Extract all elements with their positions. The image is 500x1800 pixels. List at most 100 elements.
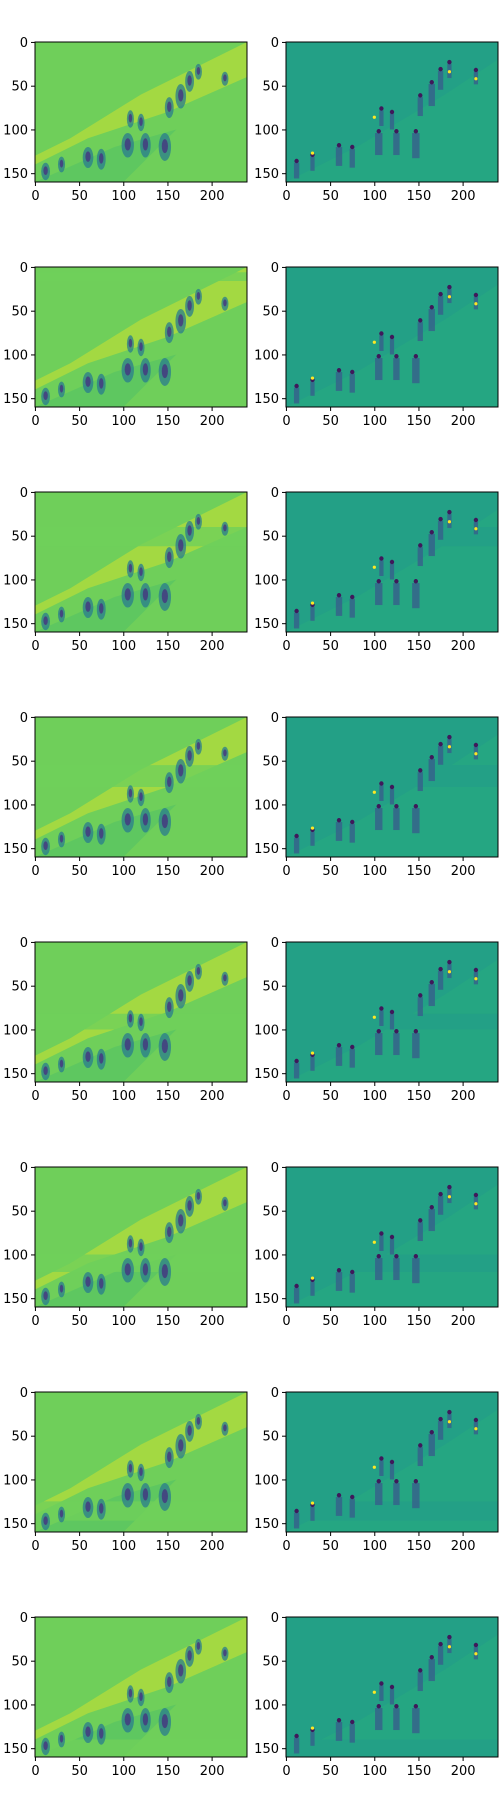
right-x-tick-label: 150 [407, 864, 432, 879]
left-x-tick-label: 100 [111, 864, 136, 879]
left-y-tick-label: 50 [11, 1655, 28, 1670]
left-x-tick-label: 50 [71, 1314, 88, 1329]
right-y-tick-label: 150 [254, 392, 279, 407]
right-x-tick-label: 200 [451, 1314, 476, 1329]
left-y-tick-label: 50 [11, 755, 28, 770]
left-y-tick-label: 100 [3, 1248, 28, 1263]
reconstruction-panel-left: 0 50 100 150 200 0 50 100 150 [3, 936, 248, 1104]
right-y-tick-label: 50 [262, 305, 279, 320]
right-x-tick-label: 50 [322, 639, 339, 654]
right-x-tick-label: 100 [362, 1089, 387, 1104]
right-x-tick-label: 100 [362, 1314, 387, 1329]
right-y-tick-label: 0 [271, 936, 279, 951]
right-y-tick-label: 100 [254, 1473, 279, 1488]
left-y-tick-label: 0 [20, 1161, 28, 1176]
right-y-tick-label: 150 [254, 617, 279, 632]
right-y-tick-label: 0 [271, 36, 279, 51]
reconstruction-panel-left: 0 50 100 150 200 0 50 100 150 [3, 1611, 248, 1779]
right-y-tick-label: 100 [254, 1248, 279, 1263]
right-y-tick-label: 100 [254, 123, 279, 138]
right-y-tick-label: 50 [262, 755, 279, 770]
right-x-tick-label: 150 [407, 639, 432, 654]
left-y-tick-label: 0 [20, 261, 28, 276]
left-y-tick-label: 50 [11, 80, 28, 95]
right-y-tick-label: 100 [254, 1698, 279, 1713]
left-x-tick-label: 150 [156, 1539, 181, 1554]
right-y-tick-label: 150 [254, 1067, 279, 1082]
left-y-tick-label: 50 [11, 305, 28, 320]
left-y-tick-label: 150 [3, 167, 28, 182]
right-x-tick-label: 50 [322, 189, 339, 204]
left-x-tick-label: 150 [156, 1089, 181, 1104]
left-x-tick-label: 150 [156, 414, 181, 429]
left-x-tick-label: 50 [71, 864, 88, 879]
left-x-tick-label: 200 [200, 639, 225, 654]
left-x-tick-label: 100 [111, 1089, 136, 1104]
reconstruction-panel-left: 0 50 100 150 200 0 50 100 150 [3, 1386, 248, 1554]
left-x-tick-label: 0 [31, 1764, 39, 1779]
right-y-tick-label: 0 [271, 1161, 279, 1176]
reconstruction-panel-right: 0 50 100 150 200 0 50 100 150 [254, 936, 499, 1104]
left-x-tick-label: 50 [71, 1764, 88, 1779]
right-y-tick-label: 0 [271, 261, 279, 276]
right-x-tick-label: 150 [407, 414, 432, 429]
left-x-tick-label: 100 [111, 1539, 136, 1554]
reconstruction-panel-left: 0 50 100 150 200 0 50 100 150 [3, 261, 248, 429]
right-y-tick-label: 50 [262, 530, 279, 545]
left-y-tick-label: 150 [3, 842, 28, 857]
right-x-tick-label: 200 [451, 1089, 476, 1104]
left-y-tick-label: 50 [11, 1430, 28, 1445]
reconstruction-panel-right: 0 50 100 150 200 0 50 100 150 [254, 486, 499, 654]
left-x-tick-label: 100 [111, 1314, 136, 1329]
left-y-tick-label: 0 [20, 711, 28, 726]
left-x-tick-label: 150 [156, 1764, 181, 1779]
right-x-tick-label: 100 [362, 1539, 387, 1554]
left-x-tick-label: 150 [156, 864, 181, 879]
reconstruction-panel-left: 0 50 100 150 200 0 50 100 150 [3, 36, 248, 204]
left-y-tick-label: 0 [20, 936, 28, 951]
right-x-tick-label: 50 [322, 1764, 339, 1779]
right-x-tick-label: 200 [451, 1539, 476, 1554]
left-y-tick-label: 100 [3, 123, 28, 138]
left-y-tick-label: 150 [3, 1517, 28, 1532]
right-x-tick-label: 100 [362, 189, 387, 204]
right-y-tick-label: 50 [262, 80, 279, 95]
reconstruction-panel-right: 0 50 100 150 200 0 50 100 150 [254, 1386, 499, 1554]
reconstruction-panel-right: 0 50 100 150 200 0 50 100 150 [254, 1611, 499, 1779]
left-x-tick-label: 50 [71, 189, 88, 204]
left-y-tick-label: 50 [11, 530, 28, 545]
right-x-tick-label: 0 [282, 1314, 290, 1329]
reconstruction-panel-right: 0 50 100 150 200 0 50 100 150 [254, 36, 499, 204]
left-y-tick-label: 150 [3, 1742, 28, 1757]
left-y-tick-label: 100 [3, 1023, 28, 1038]
right-y-tick-label: 150 [254, 1742, 279, 1757]
left-y-tick-label: 150 [3, 1067, 28, 1082]
left-y-tick-label: 0 [20, 1611, 28, 1626]
left-x-tick-label: 0 [31, 639, 39, 654]
right-x-tick-label: 0 [282, 1539, 290, 1554]
left-x-tick-label: 0 [31, 1314, 39, 1329]
left-x-tick-label: 200 [200, 1539, 225, 1554]
right-x-tick-label: 50 [322, 1539, 339, 1554]
reconstruction-panel-left: 0 50 100 150 200 0 50 100 150 [3, 1161, 248, 1329]
left-x-tick-label: 100 [111, 414, 136, 429]
right-y-tick-label: 150 [254, 842, 279, 857]
right-y-tick-label: 100 [254, 1023, 279, 1038]
right-x-tick-label: 100 [362, 1764, 387, 1779]
right-y-tick-label: 150 [254, 1517, 279, 1532]
left-x-tick-label: 150 [156, 1314, 181, 1329]
right-x-tick-label: 150 [407, 189, 432, 204]
reconstruction-panel-right: 0 50 100 150 200 0 50 100 150 [254, 1161, 499, 1329]
left-y-tick-label: 100 [3, 348, 28, 363]
left-x-tick-label: 100 [111, 189, 136, 204]
right-x-tick-label: 200 [451, 639, 476, 654]
left-y-tick-label: 50 [11, 1205, 28, 1220]
left-y-tick-label: 100 [3, 573, 28, 588]
left-x-tick-label: 0 [31, 414, 39, 429]
left-y-tick-label: 100 [3, 1698, 28, 1713]
left-x-tick-label: 50 [71, 1539, 88, 1554]
left-x-tick-label: 200 [200, 189, 225, 204]
left-x-tick-label: 200 [200, 414, 225, 429]
right-x-tick-label: 0 [282, 864, 290, 879]
